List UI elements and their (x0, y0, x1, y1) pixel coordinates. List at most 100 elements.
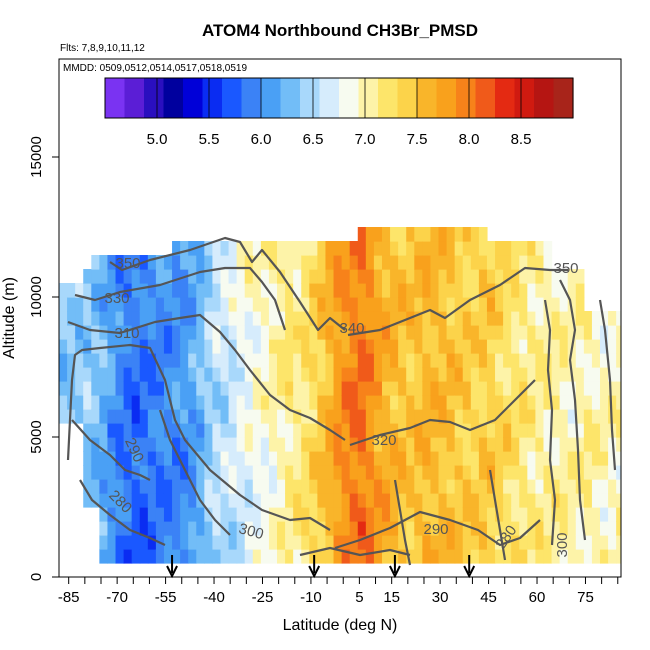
heatmap-cell (83, 339, 92, 354)
heatmap-cell (406, 269, 415, 284)
heatmap-cell (535, 451, 545, 466)
heatmap-cell (252, 325, 262, 340)
heatmap-cell (519, 269, 528, 284)
heatmap-cell (390, 437, 399, 452)
heatmap-cell (511, 423, 520, 438)
heatmap-cell (155, 381, 165, 396)
heatmap-cell (583, 395, 593, 410)
heatmap-cell (147, 283, 157, 298)
heatmap-cell (341, 507, 351, 522)
heatmap-cell (511, 451, 520, 466)
heatmap-cell (381, 535, 391, 550)
heatmap-cell (83, 297, 92, 312)
heatmap-cell (616, 451, 621, 466)
heatmap-cell (285, 311, 294, 326)
heatmap-cell (204, 493, 214, 508)
heatmap-cell (212, 493, 222, 508)
heatmap-cell (365, 549, 375, 564)
heatmap-cell (398, 269, 407, 284)
heatmap-cell (470, 479, 480, 494)
heatmap-cell (212, 409, 222, 424)
heatmap-cell (349, 479, 359, 494)
heatmap-cell (277, 535, 286, 550)
heatmap-cell (446, 465, 456, 480)
heatmap-cell (470, 269, 480, 284)
heatmap-cell (244, 283, 254, 298)
heatmap-cell (406, 367, 415, 382)
heatmap-cell (559, 409, 569, 424)
heatmap-cell (486, 241, 496, 256)
heatmap-cell (260, 549, 270, 564)
contour-label: 350 (115, 255, 140, 272)
heatmap-cell (147, 297, 157, 312)
heatmap-cell (107, 395, 117, 410)
heatmap-cell (478, 549, 488, 564)
heatmap-cell (616, 521, 621, 536)
heatmap-cell (519, 381, 528, 396)
heatmap-cell (99, 283, 109, 298)
flights-note: Flts: 7,8,9,10,11,12 (60, 43, 145, 54)
heatmap-cell (543, 521, 553, 536)
heatmap-cell (172, 549, 181, 564)
heatmap-cell (268, 311, 278, 326)
heatmap-cell (583, 521, 593, 536)
heatmap-cell (591, 465, 601, 480)
heatmap-cell (260, 311, 270, 326)
heatmap-cell (244, 255, 254, 270)
heatmap-cell (59, 367, 68, 382)
heatmap-cell (301, 437, 310, 452)
heatmap-cell (543, 549, 553, 564)
contour-line (488, 469, 507, 561)
heatmap-cell (309, 521, 318, 536)
heatmap-cell (438, 339, 448, 354)
heatmap-cell (196, 241, 205, 256)
heatmap-cell (277, 353, 286, 368)
heatmap-cell (139, 283, 149, 298)
heatmap-cell (462, 241, 472, 256)
heatmap-cell (559, 367, 569, 382)
heatmap-cell (527, 423, 537, 438)
heatmap-cell (583, 423, 593, 438)
heatmap-cell (575, 549, 585, 564)
heatmap-cell (309, 381, 318, 396)
heatmap-cell (123, 381, 133, 396)
heatmap-cell (309, 409, 318, 424)
heatmap-cell (381, 451, 391, 466)
heatmap-cell (373, 423, 383, 438)
heatmap-cell (486, 423, 496, 438)
heatmap-cell (67, 409, 76, 424)
heatmap-cell (406, 479, 415, 494)
heatmap-cell (341, 395, 351, 410)
heatmap-cell (567, 325, 577, 340)
heatmap-cell (381, 549, 391, 564)
contour-line (158, 409, 231, 536)
heatmap-cell (285, 353, 294, 368)
heatmap-cell (341, 535, 351, 550)
heatmap-cell (503, 409, 512, 424)
heatmap-cell (309, 367, 318, 382)
heatmap-cell (527, 367, 537, 382)
heatmap-cell (478, 297, 488, 312)
heatmap-cell (309, 339, 318, 354)
heatmap-cell (317, 367, 327, 382)
heatmap-cell (406, 549, 415, 564)
heatmap-cell (317, 241, 327, 256)
heatmap-cell (575, 269, 585, 284)
heatmap-cell (333, 521, 343, 536)
heatmap-cell (373, 311, 383, 326)
heatmap-cell (172, 409, 181, 424)
heatmap-cell (268, 409, 278, 424)
heatmap-cell (406, 493, 415, 508)
heatmap-cell (236, 283, 246, 298)
heatmap-cell (608, 507, 617, 522)
heatmap-cell (83, 269, 92, 284)
heatmap-cell (220, 311, 230, 326)
heatmap-cell (285, 339, 294, 354)
heatmap-cell (285, 241, 294, 256)
heatmap-cell (228, 465, 238, 480)
heatmap-cell (600, 353, 609, 368)
heatmap-cell (600, 535, 609, 550)
heatmap-cell (301, 255, 310, 270)
heatmap-cell (212, 423, 222, 438)
x-tick-label: -10 (300, 589, 322, 606)
